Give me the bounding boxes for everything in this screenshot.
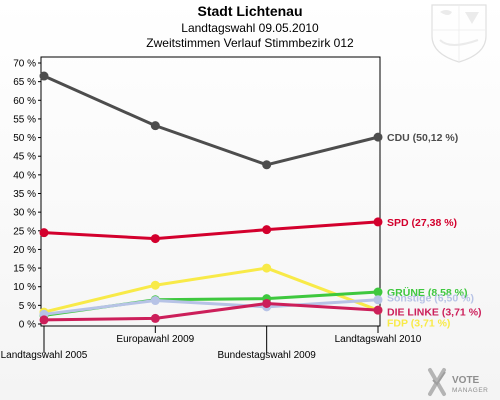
- y-tick-label: 5 %: [19, 301, 36, 312]
- logo-subtitle: MANAGER: [452, 387, 488, 394]
- x-axis: Landtagswahl 2005 Europawahl 2009 Bundesta…: [1, 326, 422, 361]
- y-tick-label: 25 %: [13, 226, 36, 237]
- y-tick-label: 70 %: [13, 59, 36, 70]
- data-point: [150, 121, 160, 131]
- y-tick-label: 65 %: [13, 77, 36, 88]
- series-end-label: GRÜNE (8,58 %): [387, 286, 468, 299]
- coat-of-arms-icon: [431, 4, 487, 63]
- y-tick-label: 0 %: [19, 320, 36, 331]
- votemanager-x-icon: [428, 368, 446, 396]
- series-line-spd: [43, 220, 379, 241]
- y-tick-label: 50 %: [13, 133, 36, 144]
- x-tick-label: Europawahl 2009: [116, 334, 194, 345]
- series-line-sonstige: [43, 298, 379, 316]
- series-end-label: Sonstige (6,50 %): [387, 293, 474, 305]
- series-line-fdp: [43, 266, 379, 314]
- y-tick-label: 15 %: [13, 264, 36, 275]
- series-line-cdu: [43, 74, 379, 167]
- data-point: [262, 160, 272, 170]
- chart-subtitle-election: Landtagswahl 09.05.2010: [181, 21, 319, 35]
- series-end-label: DIE LINKE (3,71 %): [387, 306, 482, 318]
- data-point: [373, 287, 383, 297]
- series-end-label: FDP (3,71 %): [387, 317, 450, 329]
- x-tick-label: Bundestagswahl 2009: [217, 350, 316, 361]
- data-point: [373, 132, 383, 142]
- y-tick-label: 35 %: [13, 189, 36, 200]
- series-end-label: CDU (50,12 %): [387, 132, 458, 144]
- data-point: [39, 228, 49, 238]
- votemanager-logo: VOTE MANAGER: [428, 368, 488, 396]
- data-point: [262, 225, 272, 235]
- y-tick-label: 55 %: [13, 114, 36, 125]
- data-point: [373, 295, 383, 305]
- data-point: [150, 313, 160, 323]
- x-tick-label: Landtagswahl 2010: [335, 334, 422, 345]
- plot-area: [40, 56, 381, 327]
- data-point: [39, 71, 49, 81]
- x-tick-label: Landtagswahl 2005: [1, 350, 88, 361]
- y-tick-label: 45 %: [13, 152, 36, 163]
- y-tick-label: 60 %: [13, 96, 36, 107]
- y-tick-label: 40 %: [13, 170, 36, 181]
- data-point: [262, 298, 272, 308]
- y-tick-label: 20 %: [13, 245, 36, 256]
- logo-name: VOTE: [452, 375, 480, 386]
- series-labels: CDU (50,12 %) SPD (27,38 %) FDP (3,71 %) GR…: [387, 132, 482, 329]
- series-line-die-linke: [43, 301, 379, 322]
- series-end-label: SPD (27,38 %): [387, 217, 457, 229]
- data-point: [150, 296, 160, 306]
- chart-subtitle-district: Zweitstimmen Verlauf Stimmbezirk 012: [146, 36, 354, 50]
- chart-title: Stadt Lichtenau: [197, 3, 302, 19]
- series-layer: [39, 71, 383, 325]
- data-point: [373, 305, 383, 315]
- y-tick-label: 30 %: [13, 208, 36, 219]
- data-point: [150, 234, 160, 244]
- data-point: [150, 280, 160, 290]
- data-point: [262, 263, 272, 273]
- y-tick-label: 10 %: [13, 282, 36, 293]
- data-point: [39, 315, 49, 325]
- data-point: [373, 217, 383, 227]
- y-axis: 0 % 5 % 10 % 15 % 20 % 25 % 30 % 35 % 40 % 45 % 50…: [13, 59, 41, 331]
